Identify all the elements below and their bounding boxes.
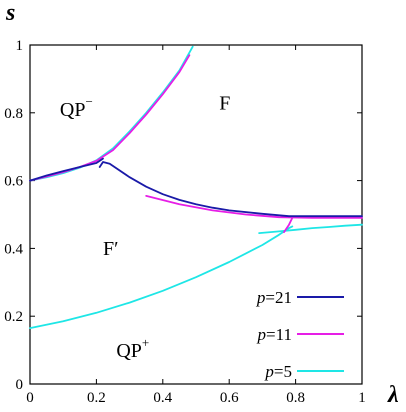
legend: p=21 p=11 p=5: [256, 288, 344, 381]
series-0-curve-1: [29, 225, 294, 329]
region-label: F: [219, 92, 230, 114]
series-1-curve-0: [29, 54, 191, 182]
legend-label: p=5: [264, 362, 292, 381]
series-1-curve-1: [145, 195, 363, 219]
legend-label: p=11: [257, 325, 292, 344]
y-axis-label: s: [5, 0, 15, 26]
y-tick-label: 0.6: [4, 174, 23, 190]
x-tick-label: 0.8: [286, 390, 305, 406]
y-tick-label: 0.2: [4, 309, 23, 325]
series-0-curve-2: [258, 223, 363, 234]
series-0-curve-0: [29, 45, 194, 182]
axis-tick-labels: 0 0.2 0.4 0.6 0.8 1 0 0.2 0.4 0.6 0.8 1: [4, 38, 366, 406]
series-2-curve-0: [29, 157, 104, 182]
y-tick-label: 0.4: [4, 241, 23, 257]
region-label: QP−: [60, 94, 93, 121]
y-tick-label: 1: [16, 38, 24, 54]
region-labels: QP− F F′ QP+: [60, 92, 230, 361]
x-tick-label: 0.4: [153, 390, 172, 406]
series-1-curve-2: [283, 217, 294, 233]
plot-frame: [29, 44, 363, 385]
x-tick-label: 0: [26, 390, 34, 406]
x-tick-label: 0.6: [220, 390, 239, 406]
series-2-curve-1: [98, 161, 363, 218]
x-tick-label: 0.2: [87, 390, 106, 406]
y-tick-label: 0: [16, 377, 24, 393]
y-tick-label: 0.8: [4, 106, 23, 122]
phase-boundary-curves: [29, 45, 363, 329]
region-label: F′: [103, 238, 119, 260]
axis-ticks: [29, 44, 363, 385]
x-tick-label: 1: [358, 390, 366, 406]
legend-label: p=21: [256, 288, 292, 307]
region-label: QP+: [116, 335, 149, 362]
x-axis-label: λ: [387, 382, 399, 408]
